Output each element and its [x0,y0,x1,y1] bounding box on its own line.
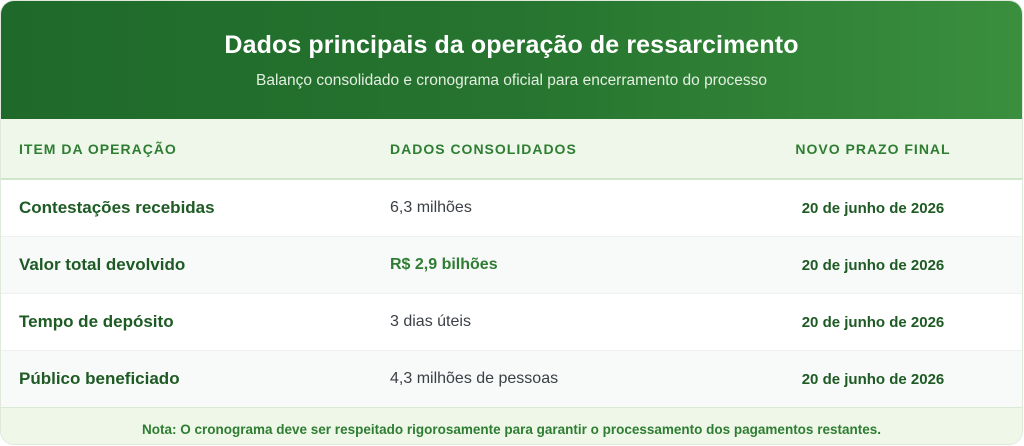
row-deadline: 20 de junho de 2026 [801,313,945,331]
row-value: R$ 2,9 bilhões [390,256,498,273]
column-header-item: ITEM DA OPERAÇÃO [19,140,177,157]
table-row: Contestações recebidas 6,3 milhões 20 de… [1,180,1022,237]
page-title: Dados principais da operação de ressarci… [224,31,799,59]
table-row: Público beneficiado 4,3 milhões de pesso… [1,351,1022,407]
row-deadline: 20 de junho de 2026 [801,256,945,274]
row-deadline: 20 de junho de 2026 [801,199,945,217]
row-item: Público beneficiado [19,369,180,388]
row-deadline: 20 de junho de 2026 [801,370,945,388]
card-header: Dados principais da operação de ressarci… [1,1,1022,119]
table-row: Tempo de depósito 3 dias úteis 20 de jun… [1,294,1022,351]
row-value: 4,3 milhões de pessoas [390,370,559,387]
row-item: Contestações recebidas [19,198,215,217]
footer-note: Nota: O cronograma deve ser respeitado r… [1,407,1022,444]
column-header-data: DADOS CONSOLIDADOS [390,140,577,157]
table-row: Valor total devolvido R$ 2,9 bilhões 20 … [1,237,1022,294]
row-item: Tempo de depósito [19,312,174,331]
page-subtitle: Balanço consolidado e cronograma oficial… [256,72,767,89]
row-item: Valor total devolvido [19,255,186,274]
table-header: ITEM DA OPERAÇÃO DADOS CONSOLIDADOS NOVO… [1,119,1022,180]
column-header-deadline: NOVO PRAZO FINAL [795,140,951,157]
row-value: 3 dias úteis [390,313,471,330]
row-value: 6,3 milhões [390,199,472,216]
